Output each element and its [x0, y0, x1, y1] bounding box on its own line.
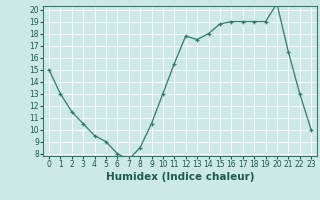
- X-axis label: Humidex (Indice chaleur): Humidex (Indice chaleur): [106, 172, 254, 182]
